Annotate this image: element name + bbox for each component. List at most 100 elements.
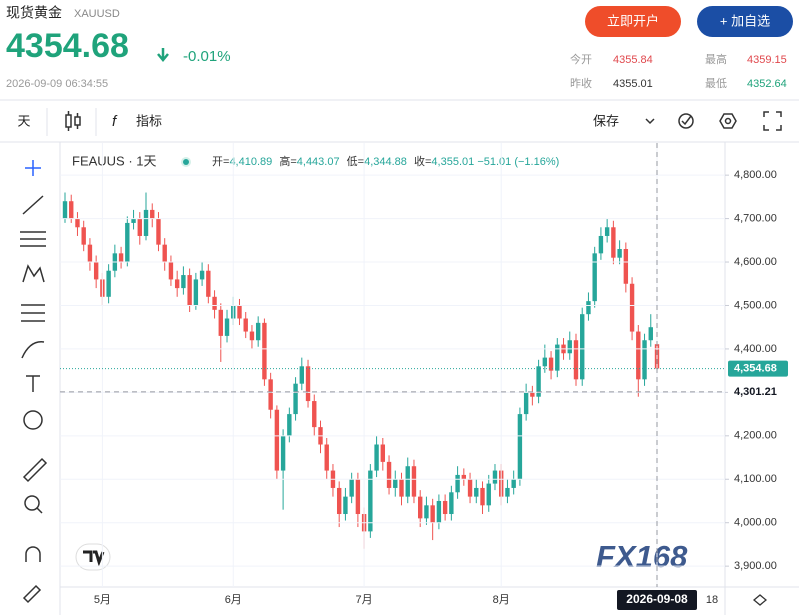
emoji-tool[interactable] bbox=[23, 410, 43, 430]
crosshair-tool[interactable] bbox=[25, 160, 41, 176]
line-tool[interactable] bbox=[22, 195, 44, 215]
candle-body bbox=[480, 487, 485, 506]
candle-body bbox=[168, 262, 174, 280]
candle-body bbox=[243, 318, 248, 332]
candle-body bbox=[393, 479, 398, 488]
candle-body bbox=[237, 305, 242, 319]
lock-tool[interactable] bbox=[22, 584, 42, 604]
ohlc-change: −51.01 (−1.16%) bbox=[477, 156, 559, 168]
ohlc-value: 4,355.01 bbox=[431, 156, 474, 168]
ruler-tool[interactable] bbox=[22, 457, 48, 483]
ohlc-label: 开= bbox=[212, 156, 229, 168]
indicators[interactable]: 指标 bbox=[136, 113, 162, 128]
candle-body bbox=[436, 500, 442, 523]
candle-body bbox=[368, 470, 373, 532]
candle-body bbox=[542, 357, 548, 367]
down-arrow bbox=[157, 48, 169, 62]
candle-body bbox=[212, 296, 217, 310]
fullscreen-icon[interactable] bbox=[763, 111, 782, 131]
candle-body bbox=[548, 357, 554, 371]
prediction-tool[interactable] bbox=[21, 304, 45, 322]
candle-body bbox=[143, 209, 149, 236]
candle-body bbox=[268, 379, 273, 410]
open-account-label[interactable]: 立即开户 bbox=[607, 13, 659, 28]
zoom-tool[interactable] bbox=[24, 495, 40, 511]
plot bbox=[62, 192, 660, 549]
candle-body bbox=[642, 340, 647, 380]
candle-body bbox=[573, 340, 579, 380]
stat-value: 4355.01 bbox=[613, 78, 653, 90]
pattern-tool[interactable] bbox=[22, 264, 45, 283]
watchlist-label[interactable]: + 加自选 bbox=[720, 13, 770, 28]
drawing-tools bbox=[20, 160, 48, 604]
candle-body bbox=[598, 235, 604, 254]
y-tick-label: 4,400.00 bbox=[734, 343, 777, 355]
candle-body bbox=[187, 275, 192, 306]
candle-body bbox=[312, 401, 317, 428]
candle-body bbox=[411, 466, 417, 497]
stat-label: 最高 bbox=[705, 52, 727, 66]
brush-tool[interactable] bbox=[21, 341, 45, 359]
candle-body bbox=[87, 244, 93, 263]
candle-body bbox=[474, 487, 479, 497]
y-tick-label: 4,800.00 bbox=[734, 169, 777, 181]
legend-ohlc: 开=4,410.89 高=4,443.07 低=4,344.88 收=4,355… bbox=[212, 154, 559, 168]
x-tick-label: 18 bbox=[706, 594, 718, 606]
stat-label: 今开 bbox=[570, 52, 592, 66]
watchlist-button[interactable] bbox=[697, 6, 793, 37]
candle-body bbox=[355, 479, 361, 515]
status-dot bbox=[183, 159, 189, 165]
candle-icon[interactable] bbox=[65, 111, 81, 131]
ohlc-label: 低= bbox=[347, 155, 364, 168]
x-crosshair-tag bbox=[617, 590, 697, 610]
tv-logo bbox=[75, 543, 111, 571]
candle-body bbox=[156, 218, 161, 245]
candle-body bbox=[636, 331, 641, 380]
candle-body bbox=[349, 479, 354, 497]
candle-body bbox=[592, 253, 597, 302]
x-crosshair-label: 2026-09-08 bbox=[626, 592, 688, 606]
candle-body bbox=[249, 331, 255, 341]
ohlc-label: 收= bbox=[414, 154, 431, 168]
candle-body bbox=[467, 479, 473, 497]
candle-body bbox=[418, 496, 423, 519]
fx-icon[interactable]: f bbox=[112, 113, 118, 130]
text-tool[interactable] bbox=[26, 375, 40, 392]
candle-body bbox=[324, 444, 329, 471]
ohlc-value: 4,443.07 bbox=[297, 156, 340, 168]
magnet-tool[interactable] bbox=[25, 546, 41, 562]
candle-body bbox=[424, 505, 429, 519]
change: -0.01% bbox=[183, 48, 231, 65]
open-account-button[interactable] bbox=[585, 6, 681, 37]
candle-body bbox=[262, 322, 267, 380]
candle-body bbox=[629, 283, 635, 332]
chevron[interactable] bbox=[645, 118, 655, 125]
candle-body bbox=[604, 227, 610, 236]
settings-icon[interactable] bbox=[719, 113, 737, 129]
candle-body bbox=[75, 218, 80, 228]
last-price-label: 4,354.68 bbox=[734, 363, 777, 375]
candle-body bbox=[280, 435, 286, 471]
candle-body bbox=[274, 409, 280, 471]
stat-value: 4355.84 bbox=[613, 54, 653, 66]
candle-body bbox=[255, 322, 261, 341]
candle-body bbox=[305, 366, 311, 402]
stat-label: 昨收 bbox=[570, 76, 592, 90]
interval[interactable]: 天 bbox=[17, 113, 30, 128]
alert-icon[interactable] bbox=[678, 113, 694, 129]
candle-body bbox=[380, 444, 386, 462]
candle-body bbox=[530, 392, 535, 397]
candle-body bbox=[623, 249, 629, 284]
candle-body bbox=[580, 314, 585, 380]
candle-body bbox=[336, 487, 342, 515]
crosshair-label: 4,301.21 bbox=[734, 386, 777, 398]
stat-value: 4352.64 bbox=[747, 78, 787, 90]
candle-body bbox=[492, 470, 498, 484]
y-tick-label: 4,500.00 bbox=[734, 299, 777, 311]
y-tick-label: 4,200.00 bbox=[734, 430, 777, 442]
save[interactable]: 保存 bbox=[593, 113, 619, 128]
fib-tool[interactable] bbox=[20, 231, 46, 247]
zoom-tool-handle bbox=[36, 507, 43, 514]
candle-body bbox=[555, 344, 560, 371]
candle-body bbox=[405, 466, 410, 497]
